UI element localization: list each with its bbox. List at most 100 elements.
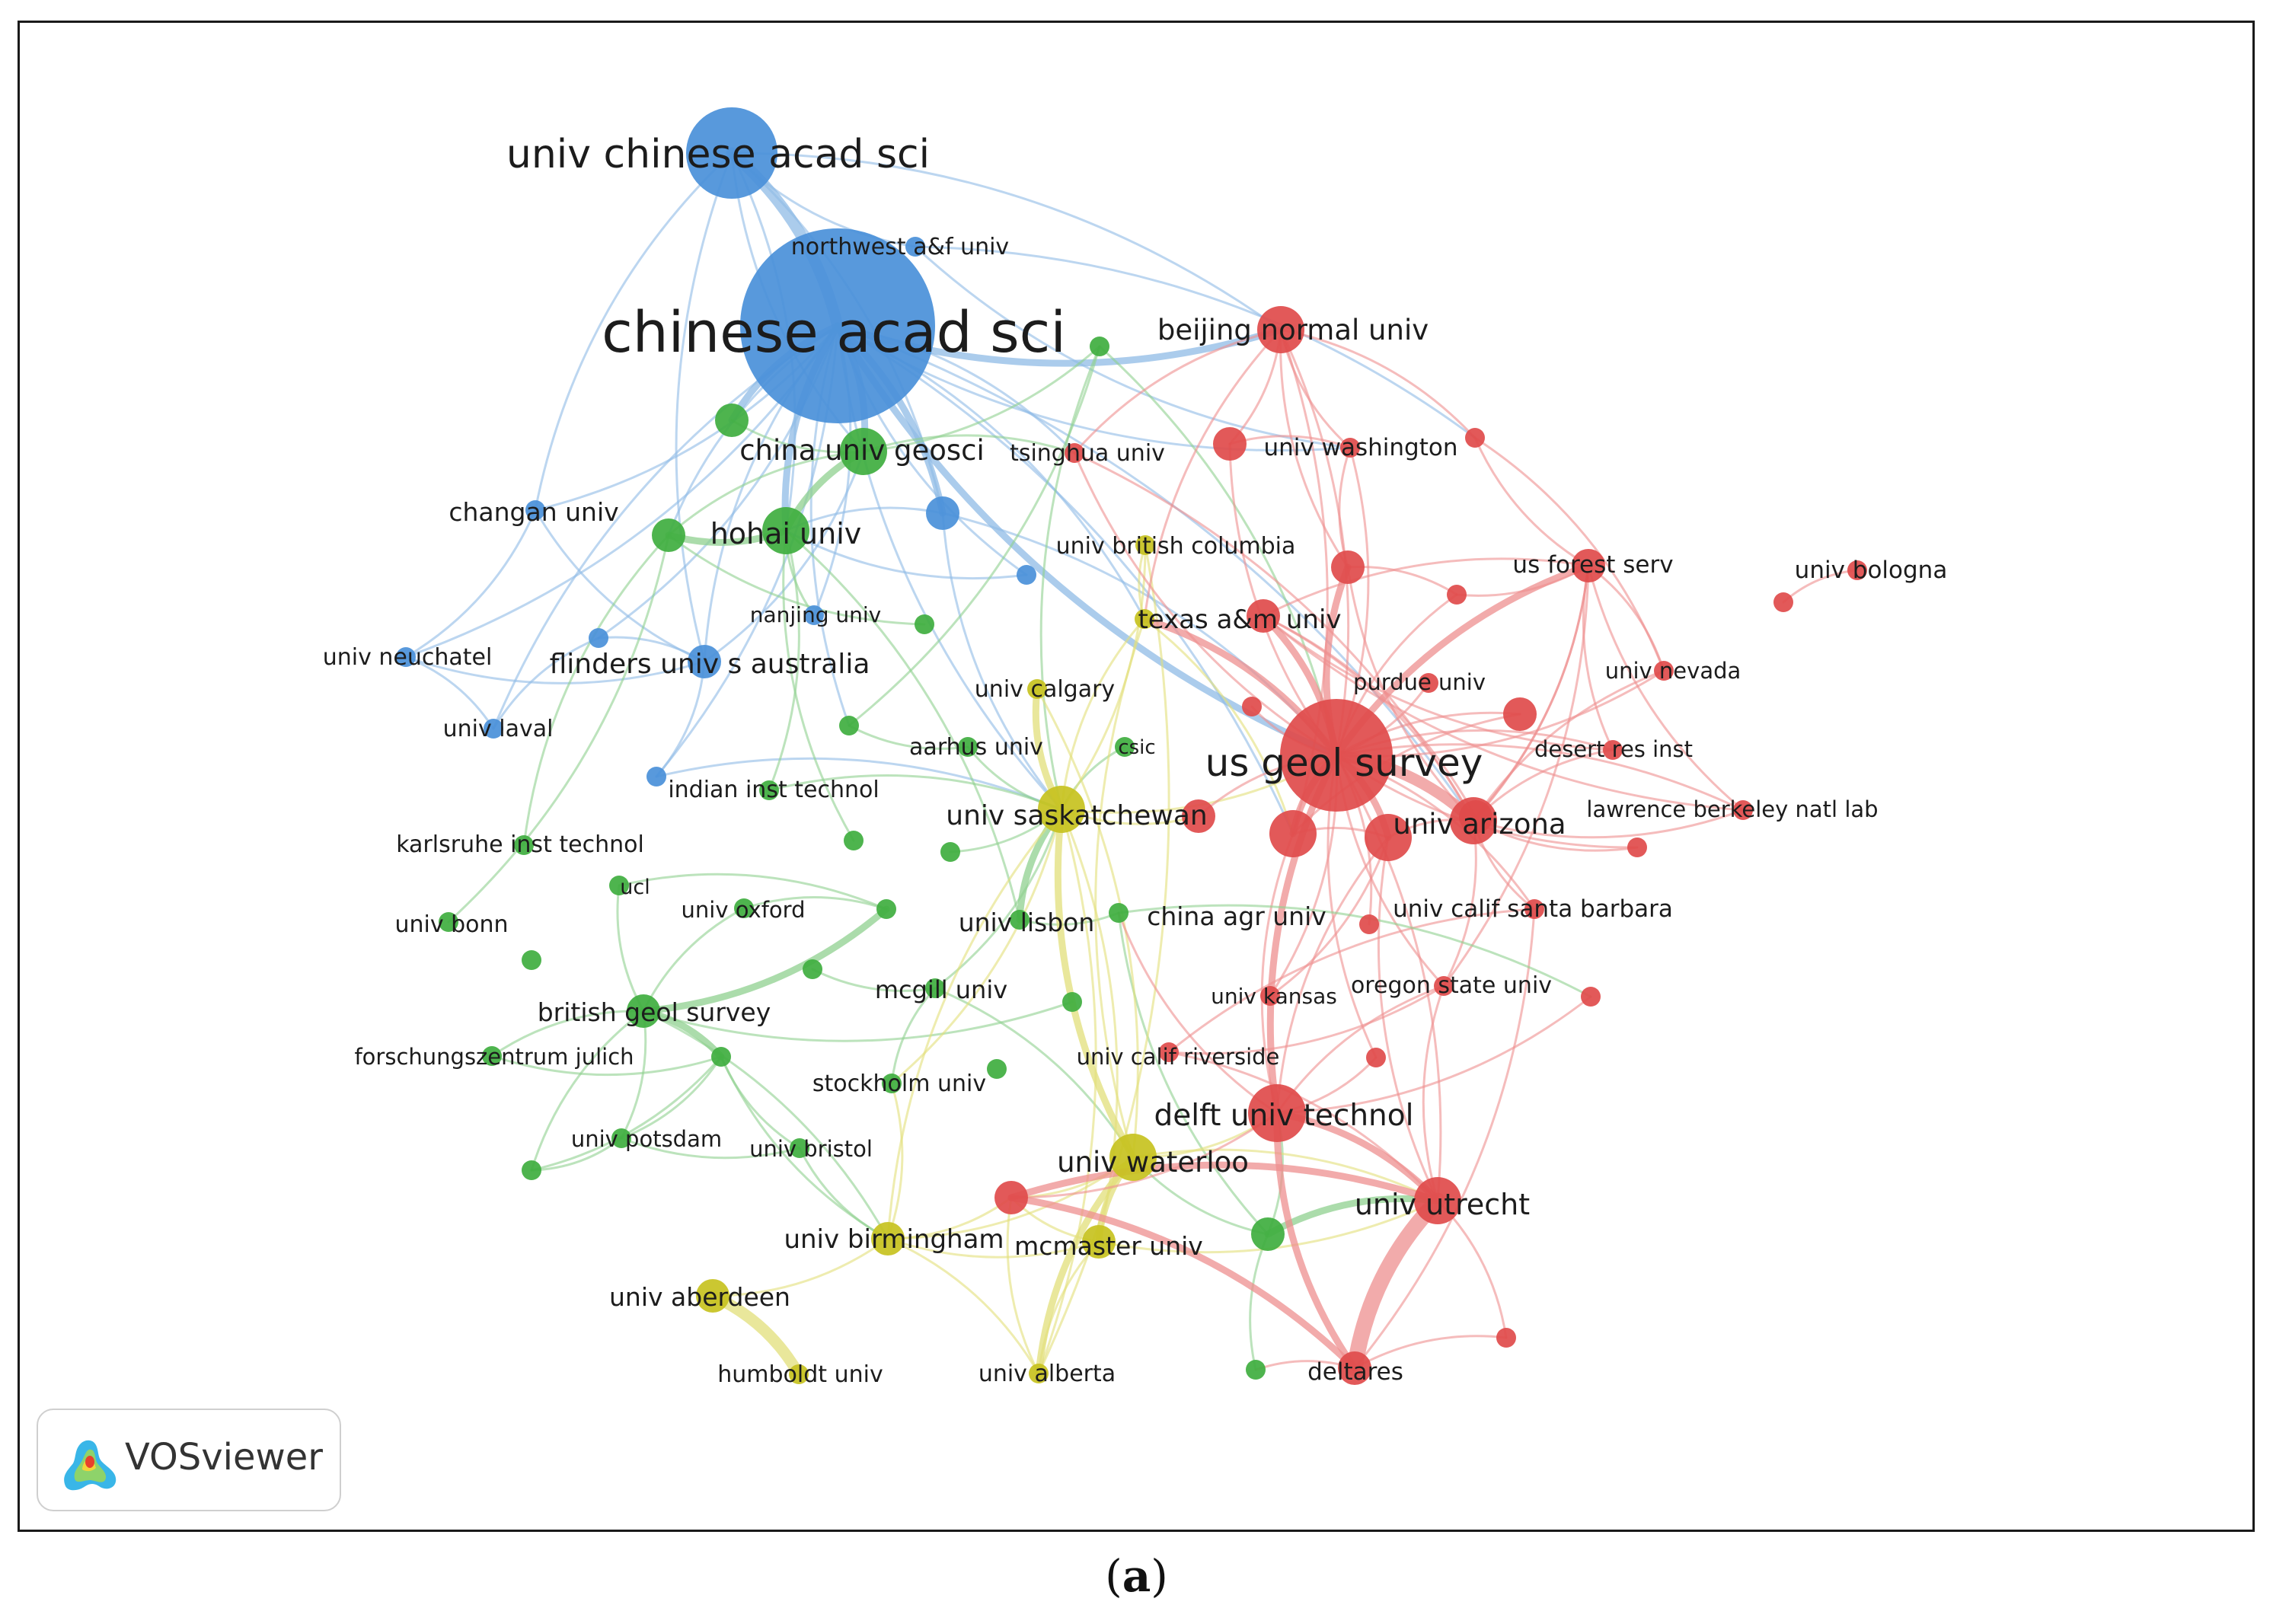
node-red-unlabeled-k[interactable] <box>1269 810 1317 857</box>
node-univ-lisbon[interactable] <box>1010 910 1030 930</box>
node-green-unlabeled-h[interactable] <box>876 899 896 919</box>
node-green-unlabeled-p[interactable] <box>522 1160 541 1180</box>
node-red-unlabeled-c[interactable] <box>1331 550 1365 584</box>
node-univ-nevada[interactable] <box>1654 661 1674 681</box>
node-univ-calif-santa-barbara[interactable] <box>1524 899 1544 919</box>
node-red-unlabeled-m[interactable] <box>1627 838 1647 857</box>
node-univ-bristol[interactable] <box>790 1138 809 1158</box>
node-univ-potsdam[interactable] <box>611 1128 631 1148</box>
node-red-unlabeled-l[interactable] <box>1365 814 1412 861</box>
label-univ-arizona: univ arizona <box>1393 808 1566 841</box>
node-mcmaster-univ[interactable] <box>1082 1225 1116 1259</box>
node-univ-arizona[interactable] <box>1450 797 1497 844</box>
node-green-unlabeled-l[interactable] <box>1062 992 1082 1012</box>
node-univ-kansas[interactable] <box>1260 986 1280 1006</box>
node-us-geol-survey[interactable] <box>1280 699 1393 812</box>
node-oregon-state-univ[interactable] <box>1434 976 1454 996</box>
node-red-unlabeled-f[interactable] <box>1247 599 1280 633</box>
node-chinese-acad-sci[interactable] <box>740 228 935 423</box>
node-univ-waterloo[interactable] <box>1109 1134 1157 1181</box>
node-green-unlabeled-d[interactable] <box>915 614 934 634</box>
node-hohai-univ[interactable] <box>762 507 809 554</box>
node-tsinghua-univ[interactable] <box>1065 443 1084 463</box>
node-forschungszentrum-julich[interactable] <box>482 1046 502 1066</box>
node-univ-utrecht[interactable] <box>1414 1177 1461 1224</box>
node-csic[interactable] <box>1115 737 1135 757</box>
node-lawrence-berkeley-natl-lab[interactable] <box>1733 800 1753 820</box>
node-deltares[interactable] <box>1338 1351 1371 1385</box>
node-green-unlabeled-i[interactable] <box>522 950 541 970</box>
node-green-unlabeled-f[interactable] <box>844 831 864 850</box>
node-univ-calif-riverside[interactable] <box>1366 1048 1386 1067</box>
node-univ-washington[interactable] <box>1340 438 1360 458</box>
node-china-agr-univ[interactable] <box>1109 903 1129 923</box>
label-csic: csic <box>1118 736 1155 759</box>
node-univ-oxford[interactable] <box>734 898 754 918</box>
link-hohai-univ--green-unlabeled-f <box>782 529 855 842</box>
node-green-unlabeled-m[interactable] <box>987 1059 1007 1079</box>
node-mcgill-univ[interactable] <box>925 978 945 998</box>
node-nanjing-univ[interactable] <box>804 605 824 625</box>
node-univ-chinese-acad-sci[interactable] <box>686 107 777 199</box>
node-ucl[interactable] <box>609 876 629 895</box>
node-red-unlabeled-o[interactable] <box>1581 987 1601 1007</box>
node-green-unlabeled-n[interactable] <box>1246 1360 1266 1380</box>
node-univ-neuchatel[interactable] <box>396 647 416 667</box>
node-red-unlabeled-d[interactable] <box>1447 585 1467 605</box>
node-univ-calgary[interactable] <box>1027 679 1047 699</box>
node-changan-univ[interactable] <box>525 500 545 520</box>
node-univ-birmingham[interactable] <box>871 1222 905 1255</box>
node-blue-unlabeled-b[interactable] <box>1017 565 1036 585</box>
node-beijing-normal-univ[interactable] <box>1257 306 1304 353</box>
node-green-unlabeled-e[interactable] <box>839 716 859 735</box>
node-red-unlabeled-h[interactable] <box>1503 697 1537 731</box>
node-univ-aberdeen[interactable] <box>696 1279 729 1313</box>
node-aarhus-univ[interactable] <box>958 737 978 757</box>
node-green-unlabeled-o[interactable] <box>1251 1217 1285 1251</box>
node-red-unlabeled-b[interactable] <box>1465 428 1485 448</box>
node-red-unlabeled-j[interactable] <box>1182 799 1215 833</box>
node-red-unlabeled-q[interactable] <box>994 1181 1028 1214</box>
node-univ-bologna[interactable] <box>1847 560 1867 580</box>
node-flinders-univ-s-australia[interactable] <box>688 645 721 678</box>
node-karlsruhe-inst-technol[interactable] <box>514 835 534 855</box>
node-green-unlabeled-c[interactable] <box>1090 337 1109 356</box>
node-red-unlabeled-r[interactable] <box>1496 1328 1516 1348</box>
node-red-unlabeled-a[interactable] <box>1213 427 1247 461</box>
node-red-unlabeled-n[interactable] <box>1359 914 1379 934</box>
node-northwest-af-univ[interactable] <box>905 237 925 257</box>
node-red-unlabeled-p[interactable] <box>1159 1042 1179 1062</box>
link-deltares--univ-calif-santa-barbara <box>1353 908 1536 1370</box>
node-red-unlabeled-e[interactable] <box>1773 592 1793 612</box>
node-green-unlabeled-k[interactable] <box>711 1047 731 1067</box>
node-china-univ-geosci[interactable] <box>840 428 887 475</box>
node-us-forest-serv[interactable] <box>1572 549 1605 582</box>
node-blue-unlabeled-a[interactable] <box>926 496 959 530</box>
node-british-geol-survey[interactable] <box>627 994 660 1028</box>
node-univ-british-columbia[interactable] <box>1135 535 1155 555</box>
link-beijing-normal-univ--red-unlabeled-b <box>1279 328 1476 439</box>
co-authorship-network[interactable]: univ chinese acad sci chinese acad sci nor… <box>20 23 2252 1530</box>
node-green-unlabeled-j[interactable] <box>803 959 822 979</box>
node-univ-laval[interactable] <box>484 719 503 739</box>
node-univ-bonn[interactable] <box>439 912 458 932</box>
node-delft-univ-technol[interactable] <box>1248 1084 1306 1142</box>
node-indian-inst-technol[interactable] <box>759 780 779 800</box>
node-green-unlabeled-a[interactable] <box>715 404 749 437</box>
node-green-unlabeled-g[interactable] <box>940 842 960 862</box>
node-univ-alberta[interactable] <box>1029 1364 1049 1383</box>
node-texas-am-univ[interactable] <box>1135 609 1154 629</box>
node-blue-unlabeled-c[interactable] <box>589 628 608 648</box>
node-blue-unlabeled-d[interactable] <box>646 767 666 786</box>
node-humboldt-univ[interactable] <box>789 1364 809 1384</box>
link-green-unlabeled-o--china-agr-univ <box>1117 911 1269 1236</box>
node-purdue-univ[interactable] <box>1419 673 1438 693</box>
link-deltares--red-unlabeled-r <box>1353 1335 1508 1370</box>
node-stockholm-univ[interactable] <box>882 1074 902 1093</box>
node-red-unlabeled-g[interactable] <box>1242 697 1262 716</box>
node-desert-res-inst[interactable] <box>1603 740 1623 760</box>
node-green-unlabeled-b[interactable] <box>652 518 685 552</box>
link-red-unlabeled-l--univ-utrecht <box>1377 836 1439 1202</box>
vosviewer-badge[interactable]: VOSviewer <box>37 1409 341 1511</box>
node-univ-saskatchewan[interactable] <box>1038 786 1085 833</box>
